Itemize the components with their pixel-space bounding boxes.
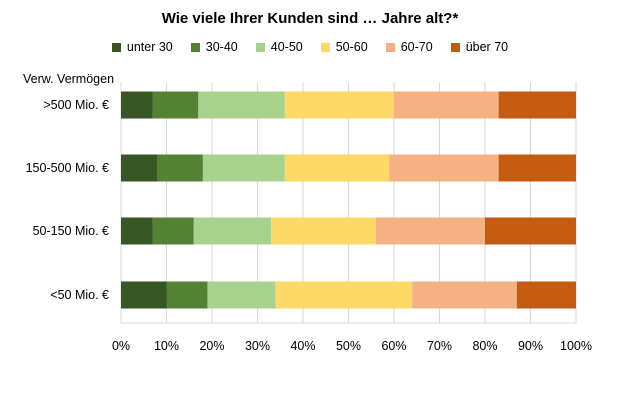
legend-label: über 70: [465, 40, 509, 54]
x-tick-label: 50%: [336, 339, 361, 353]
y-category-label: <50 Mio. €: [50, 288, 109, 302]
x-tick-label: 30%: [245, 339, 270, 353]
bar-segment: [207, 281, 276, 309]
x-tick-label: 80%: [472, 339, 497, 353]
bar-segment: [121, 217, 153, 245]
y-axis-header: Verw. Vermögen: [23, 72, 115, 86]
x-tick-label: 100%: [560, 339, 592, 353]
bar-segment: [275, 281, 413, 309]
legend-item: 50-60: [320, 40, 368, 54]
legend-item: über 70: [450, 40, 509, 54]
bar-segment: [121, 154, 158, 182]
bar-segment: [198, 91, 285, 119]
legend: unter 30 30-40 40-50 50-60 60-70 über 70: [0, 40, 620, 54]
legend-label: 50-60: [335, 40, 368, 54]
bar-segment: [166, 281, 208, 309]
bar-segment: [375, 217, 485, 245]
x-tick-label: 60%: [381, 339, 406, 353]
bar-segment: [485, 217, 576, 245]
x-tick-label: 10%: [154, 339, 179, 353]
legend-item: 30-40: [190, 40, 238, 54]
bar-segment: [498, 154, 576, 182]
bar-segment: [498, 91, 576, 119]
legend-label: 40-50: [270, 40, 303, 54]
legend-swatch: [111, 42, 121, 52]
y-category-label: >500 Mio. €: [43, 98, 109, 112]
legend-swatch: [190, 42, 200, 52]
bar-segment: [152, 217, 194, 245]
y-category-label: 150-500 Mio. €: [26, 161, 109, 175]
bar-segment: [394, 91, 499, 119]
bar-segment: [121, 91, 153, 119]
x-tick-label: 40%: [290, 339, 315, 353]
legend-swatch: [320, 42, 330, 52]
x-tick-label: 90%: [518, 339, 543, 353]
chart-title: Wie viele Ihrer Kunden sind … Jahre alt?…: [161, 10, 459, 27]
bar-segment: [284, 154, 390, 182]
bar-segment: [193, 217, 272, 245]
bar-segment: [284, 91, 394, 119]
bar-segment: [157, 154, 203, 182]
bar-segment: [121, 281, 167, 309]
legend-label: 60-70: [400, 40, 433, 54]
x-tick-label: 20%: [199, 339, 224, 353]
legend-swatch: [385, 42, 395, 52]
legend-item: 40-50: [255, 40, 303, 54]
y-category-label: 50-150 Mio. €: [33, 224, 109, 238]
legend-label: unter 30: [126, 40, 173, 54]
bar-segment: [389, 154, 499, 182]
bar-segment: [152, 91, 199, 119]
bar-segment: [516, 281, 576, 309]
bar-segment: [202, 154, 285, 182]
legend-swatch: [450, 42, 460, 52]
legend-item: 60-70: [385, 40, 433, 54]
legend-item: unter 30: [111, 40, 173, 54]
x-tick-label: 0%: [112, 339, 130, 353]
x-tick-label: 70%: [427, 339, 452, 353]
bar-segment: [412, 281, 517, 309]
legend-label: 30-40: [205, 40, 238, 54]
bar-segment: [271, 217, 376, 245]
legend-swatch: [255, 42, 265, 52]
